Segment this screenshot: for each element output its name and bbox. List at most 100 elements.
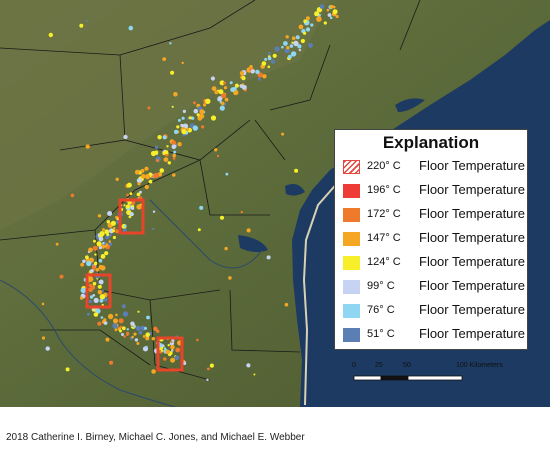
legend-swatch	[343, 184, 360, 198]
well-dot	[144, 166, 149, 171]
well-dot	[115, 313, 118, 317]
well-dot	[151, 369, 156, 374]
well-dot	[90, 269, 94, 273]
well-dot	[166, 145, 169, 148]
legend-label: Floor Temperature	[419, 182, 525, 197]
well-dot	[132, 325, 136, 329]
well-dot	[128, 25, 134, 31]
well-dot	[100, 254, 106, 259]
well-dot	[97, 284, 102, 289]
well-dot	[293, 40, 299, 47]
well-dot	[262, 74, 267, 79]
well-dot	[138, 330, 143, 335]
well-dot	[210, 76, 215, 81]
well-dot	[172, 157, 176, 160]
well-dot	[270, 59, 276, 64]
well-dot	[303, 31, 307, 35]
well-dot	[261, 61, 267, 66]
legend-label: Floor Temperature	[419, 278, 525, 293]
rivers	[0, 199, 263, 407]
well-dot	[80, 287, 87, 294]
well-dot	[145, 332, 150, 338]
well-dot	[86, 260, 92, 267]
well-dot	[305, 27, 311, 32]
well-dot	[108, 228, 114, 234]
well-dot	[113, 318, 118, 324]
well-dot	[131, 335, 134, 339]
well-dot	[154, 150, 159, 155]
well-dot	[176, 125, 180, 129]
well-dot	[121, 333, 124, 336]
well-dot	[147, 106, 151, 110]
well-dot	[129, 212, 134, 217]
well-dot	[329, 4, 334, 9]
legend-item: 172° C Floor Temperature	[341, 206, 527, 226]
well-dot	[85, 255, 89, 260]
legend-title: Explanation	[382, 133, 480, 152]
legend-item: 51° C Floor Temperature	[341, 326, 527, 346]
legend-label: Floor Temperature	[419, 254, 525, 269]
bay	[285, 184, 305, 196]
well-dot	[79, 23, 84, 28]
well-dot	[119, 329, 122, 333]
well-dot	[167, 344, 170, 347]
well-dot	[112, 226, 116, 230]
legend-item: 99° C Floor Temperature	[341, 278, 527, 298]
well-dot	[264, 57, 268, 61]
well-dot	[129, 192, 133, 196]
well-dot	[170, 340, 173, 344]
well-dot	[98, 236, 104, 242]
well-dot	[182, 133, 186, 137]
well-dot	[316, 16, 322, 22]
scale-bar-graphic	[353, 375, 463, 381]
county-boundaries	[0, 0, 421, 381]
well-dot	[152, 227, 155, 230]
well-dot	[329, 16, 333, 20]
well-dot	[240, 210, 243, 214]
well-dot	[137, 310, 140, 313]
well-dot	[145, 345, 148, 349]
well-dot	[103, 318, 107, 322]
well-dot	[199, 205, 204, 210]
well-dot	[193, 101, 196, 105]
well-dot	[253, 373, 256, 376]
well-dot	[287, 54, 292, 59]
well-dot	[85, 144, 90, 149]
legend-item: 124° C Floor Temperature	[341, 254, 527, 274]
well-dot	[148, 179, 153, 184]
well-dot	[196, 113, 200, 117]
well-dot	[134, 169, 140, 175]
well-dot	[281, 132, 285, 136]
well-dot	[121, 304, 126, 309]
well-dot	[98, 246, 103, 250]
legend-swatch	[343, 280, 360, 294]
well-dot	[220, 215, 224, 220]
well-dot	[97, 321, 102, 326]
well-dot	[177, 118, 181, 122]
well-dot	[144, 174, 151, 180]
well-dot	[153, 326, 158, 331]
well-dot	[332, 5, 336, 9]
legend-label: Floor Temperature	[419, 326, 525, 341]
well-dot	[286, 46, 290, 50]
well-dot	[211, 86, 217, 91]
well-dot	[300, 38, 305, 44]
well-dot	[192, 125, 198, 131]
well-dot	[181, 129, 187, 135]
map-credit: 2018 Catherine I. Birney, Michael C. Jon…	[6, 432, 305, 443]
well-dot	[181, 61, 184, 65]
well-dot	[163, 357, 167, 361]
well-dot	[92, 281, 97, 286]
well-dot	[314, 11, 320, 17]
well-temperature-dots	[41, 4, 339, 381]
legend-temp: 51° C	[367, 328, 395, 340]
well-dot	[173, 144, 177, 148]
well-dot	[154, 145, 159, 149]
well-dot	[228, 276, 232, 280]
highlight-box	[85, 273, 112, 309]
well-dot	[246, 228, 251, 233]
well-dot	[89, 295, 94, 299]
well-dot	[267, 51, 271, 55]
well-dot	[130, 321, 135, 326]
well-dot	[106, 233, 110, 237]
